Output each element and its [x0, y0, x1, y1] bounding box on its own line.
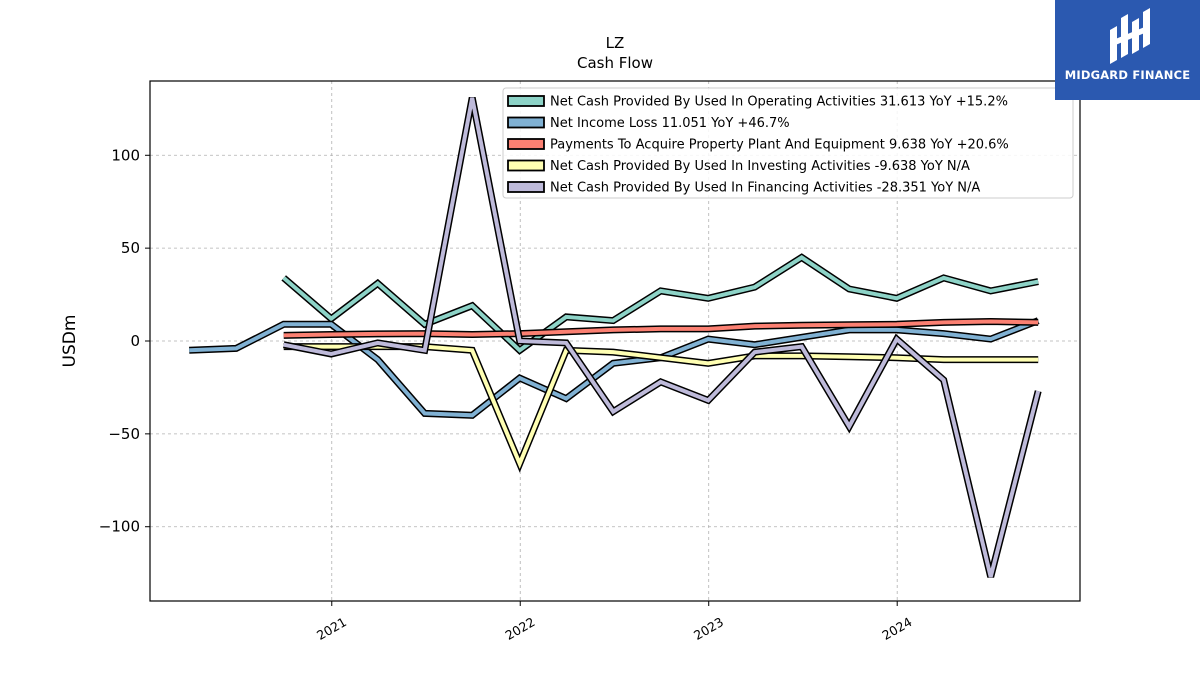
y-tick-label: 50	[121, 239, 140, 257]
legend: Net Cash Provided By Used In Operating A…	[502, 87, 1074, 199]
x-tick-label: 2022	[502, 614, 537, 643]
legend-entry: Net Income Loss 11.051 YoY +46.7%	[550, 116, 790, 131]
legend-swatch	[507, 159, 545, 172]
series-2	[189, 317, 1040, 419]
legend-swatch	[507, 181, 545, 193]
y-axis-label: USDm	[60, 315, 80, 368]
brand-name: MIDGARD FINANCE	[1064, 68, 1191, 82]
series-line	[283, 97, 1041, 578]
legend-swatch	[507, 138, 545, 150]
chart-subtitle: Cash Flow	[577, 54, 653, 72]
legend-entry: Net Cash Provided By Used In Investing A…	[550, 159, 970, 174]
brand-logo: MIDGARD FINANCE	[1055, 0, 1200, 100]
series-3	[283, 317, 1039, 339]
legend-swatch	[507, 95, 545, 107]
x-tick-label: 2023	[691, 614, 726, 643]
y-tick-label: −100	[99, 518, 140, 536]
legend-entry: Net Cash Provided By Used In Financing A…	[550, 181, 980, 196]
series-line	[282, 255, 1039, 353]
x-tick-label: 2021	[314, 614, 349, 643]
y-tick-label: 100	[111, 146, 140, 164]
series-1	[281, 253, 1039, 355]
x-tick-label: 2024	[879, 614, 914, 643]
legend-box	[502, 87, 1074, 199]
legend-entry: Net Cash Provided By Used In Operating A…	[550, 95, 1008, 110]
series-5	[283, 97, 1042, 578]
chart-title: LZ	[606, 34, 625, 52]
legend-swatch	[507, 116, 545, 129]
midgard-logo-icon	[1110, 8, 1150, 64]
legend-entry: Payments To Acquire Property Plant And E…	[550, 138, 1009, 153]
series-line	[189, 318, 1039, 418]
y-tick-label: −50	[108, 425, 140, 443]
series-line	[283, 319, 1039, 338]
series-lines	[189, 97, 1042, 578]
y-tick-label: 0	[130, 332, 140, 350]
